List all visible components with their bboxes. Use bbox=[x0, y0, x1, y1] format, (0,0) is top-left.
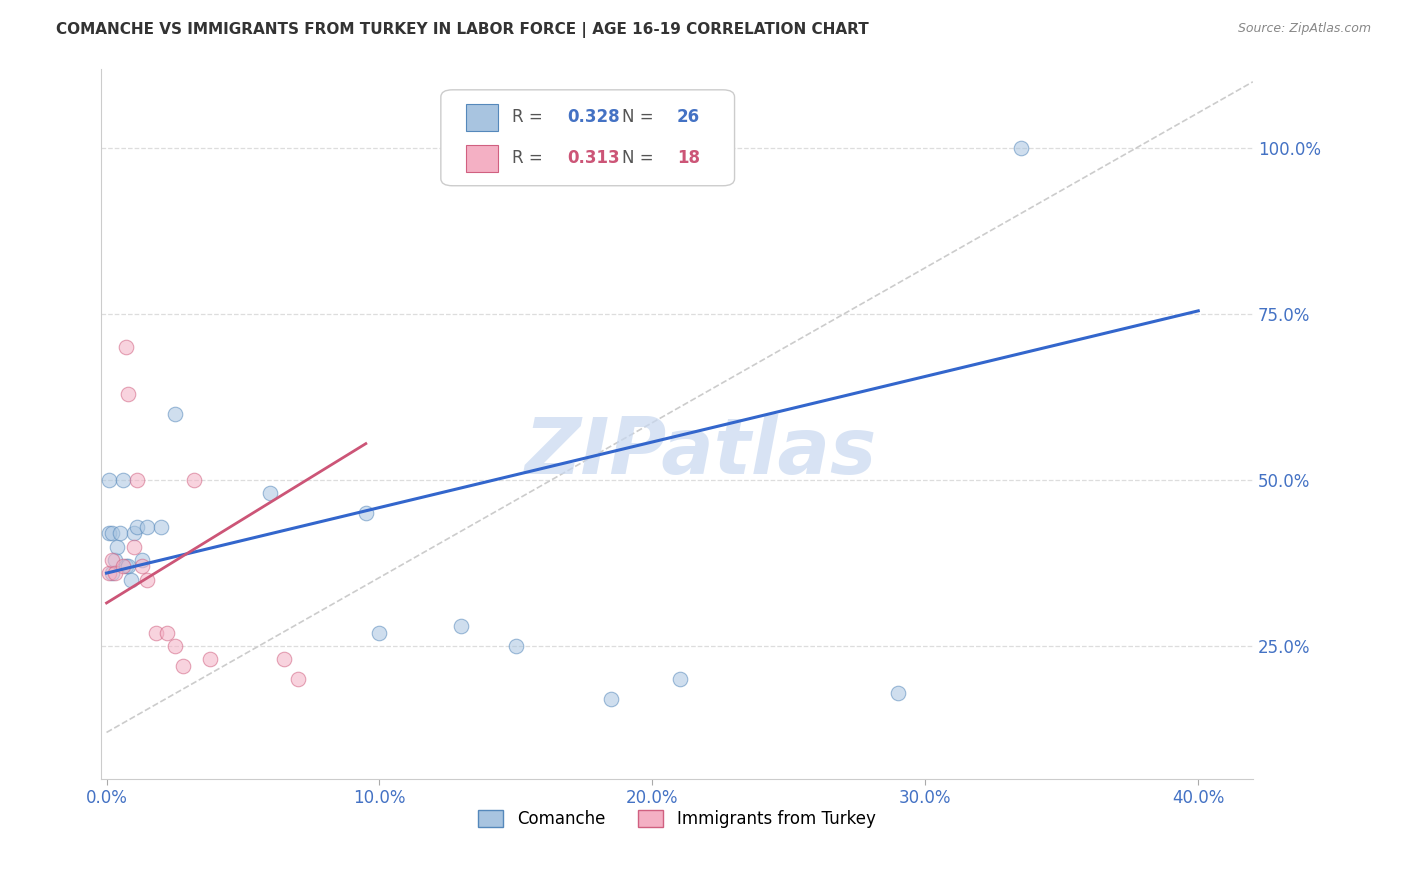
Point bbox=[98, 566, 121, 580]
Text: COMANCHE VS IMMIGRANTS FROM TURKEY IN LABOR FORCE | AGE 16-19 CORRELATION CHART: COMANCHE VS IMMIGRANTS FROM TURKEY IN LA… bbox=[56, 22, 869, 38]
FancyBboxPatch shape bbox=[467, 103, 499, 131]
Point bbox=[117, 559, 139, 574]
Point bbox=[111, 559, 134, 574]
Point bbox=[150, 519, 173, 533]
Point bbox=[1010, 141, 1032, 155]
Point bbox=[155, 625, 177, 640]
FancyBboxPatch shape bbox=[467, 145, 499, 171]
Point bbox=[668, 673, 690, 687]
Point bbox=[125, 519, 148, 533]
Point bbox=[98, 473, 121, 487]
Point bbox=[136, 519, 159, 533]
Text: N =: N = bbox=[621, 108, 658, 127]
Text: 18: 18 bbox=[676, 149, 700, 167]
Point bbox=[114, 340, 136, 354]
Point bbox=[183, 473, 205, 487]
Text: N =: N = bbox=[621, 149, 658, 167]
Point bbox=[125, 473, 148, 487]
Point bbox=[111, 473, 134, 487]
Point bbox=[117, 387, 139, 401]
Point bbox=[368, 625, 391, 640]
Point bbox=[200, 652, 222, 666]
Point bbox=[259, 486, 281, 500]
Point bbox=[131, 559, 153, 574]
Point bbox=[163, 407, 186, 421]
Point bbox=[163, 639, 186, 653]
Point bbox=[114, 559, 136, 574]
Point bbox=[101, 553, 124, 567]
FancyBboxPatch shape bbox=[441, 90, 734, 186]
Text: 26: 26 bbox=[676, 108, 700, 127]
Legend: Comanche, Immigrants from Turkey: Comanche, Immigrants from Turkey bbox=[471, 803, 882, 835]
Point bbox=[101, 566, 124, 580]
Text: ZIPatlas: ZIPatlas bbox=[524, 414, 876, 490]
Text: 0.328: 0.328 bbox=[568, 108, 620, 127]
Point bbox=[287, 673, 309, 687]
Point bbox=[107, 540, 129, 554]
Point bbox=[122, 526, 145, 541]
Point bbox=[450, 619, 472, 633]
Point bbox=[108, 526, 131, 541]
Text: R =: R = bbox=[512, 108, 548, 127]
Point bbox=[887, 685, 910, 699]
Point bbox=[101, 526, 124, 541]
Point bbox=[104, 566, 127, 580]
Point bbox=[145, 625, 167, 640]
Point bbox=[600, 692, 623, 706]
Point bbox=[104, 553, 127, 567]
Text: 0.313: 0.313 bbox=[568, 149, 620, 167]
Point bbox=[120, 573, 142, 587]
Point bbox=[122, 540, 145, 554]
Text: Source: ZipAtlas.com: Source: ZipAtlas.com bbox=[1237, 22, 1371, 36]
Point bbox=[172, 659, 194, 673]
Point bbox=[136, 573, 159, 587]
Point bbox=[354, 507, 377, 521]
Point bbox=[505, 639, 527, 653]
Point bbox=[98, 526, 121, 541]
Point bbox=[131, 553, 153, 567]
Point bbox=[273, 652, 295, 666]
Text: R =: R = bbox=[512, 149, 548, 167]
